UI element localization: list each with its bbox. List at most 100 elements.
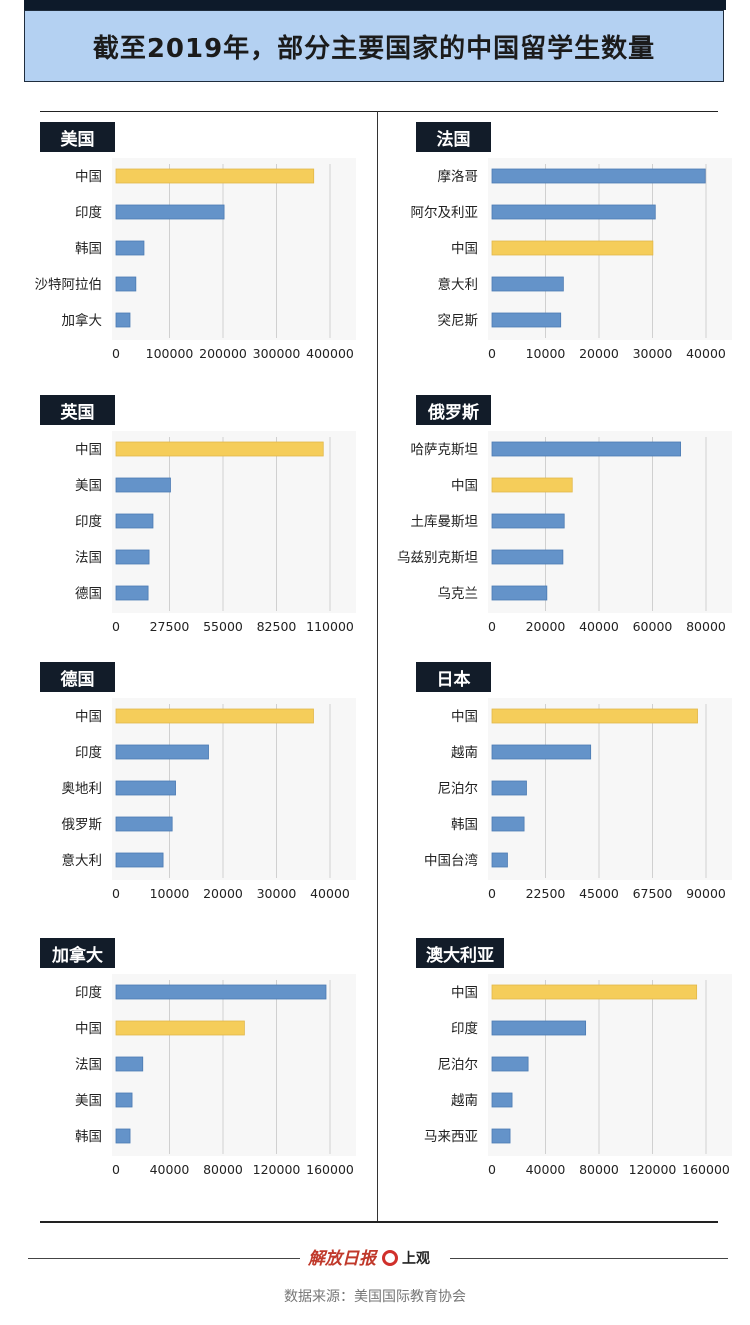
bar <box>115 276 137 292</box>
bar <box>115 1092 133 1108</box>
x-tick-label: 100000 <box>146 346 194 361</box>
bar <box>491 312 562 328</box>
x-tick-label: 0 <box>112 1162 120 1177</box>
x-tick-label: 20000 <box>203 886 243 901</box>
x-tick-label: 120000 <box>629 1162 677 1177</box>
category-label: 摩洛哥 <box>438 168 479 185</box>
category-label: 韩国 <box>75 241 102 257</box>
grid-top-border <box>40 111 718 112</box>
bar <box>491 276 564 292</box>
bar <box>115 477 171 493</box>
chart-panel: 加拿大 0 40000 80000 120000 160000 印度 中国 法国 美国 韩国 <box>40 928 379 1198</box>
bar-highlight <box>491 708 698 724</box>
x-tick-label: 0 <box>488 1162 496 1177</box>
title-banner: 截至2019年，部分主要国家的中国留学生数量 <box>24 10 724 82</box>
category-label: 美国 <box>75 1093 102 1109</box>
category-label: 乌兹别克斯坦 <box>397 550 478 566</box>
shangguan-logo: 上观 <box>382 1246 430 1270</box>
chart-panel: 英国 0 27500 55000 82500 110000 中国 美国 印度 法国 德国 <box>40 385 379 655</box>
bar <box>491 168 706 184</box>
category-label: 沙特阿拉伯 <box>35 277 103 293</box>
x-tick-label: 120000 <box>253 1162 301 1177</box>
x-tick-label: 400000 <box>306 346 354 361</box>
category-label: 法国 <box>75 1057 102 1073</box>
panel-title: 加拿大 <box>40 938 115 968</box>
bar <box>491 852 508 868</box>
category-label: 法国 <box>75 550 102 566</box>
bar <box>115 585 149 601</box>
bar <box>491 1092 513 1108</box>
bar-highlight <box>115 708 314 724</box>
data-source-note: 数据来源：美国国际教育协会 <box>284 1289 466 1305</box>
x-tick-label: 160000 <box>682 1162 730 1177</box>
plot-area <box>112 158 356 340</box>
bar <box>115 1128 131 1144</box>
bar-highlight <box>491 984 698 1000</box>
x-tick-label: 200000 <box>199 346 247 361</box>
category-label: 美国 <box>75 478 102 494</box>
x-tick-label: 40000 <box>150 1162 190 1177</box>
bar <box>491 204 656 220</box>
bar <box>491 1128 511 1144</box>
category-label: 哈萨克斯坦 <box>411 442 479 458</box>
grid-center-divider <box>377 111 378 1222</box>
bar <box>491 1056 529 1072</box>
jiefang-daily-logo: 解放日报 <box>308 1249 376 1269</box>
footer-divider-right <box>450 1258 728 1259</box>
x-tick-label: 40000 <box>579 619 619 634</box>
category-label: 德国 <box>75 586 102 602</box>
category-label: 中国 <box>451 241 478 257</box>
x-tick-label: 90000 <box>686 886 726 901</box>
category-label: 加拿大 <box>62 312 103 329</box>
bar <box>115 780 176 796</box>
panel-title: 英国 <box>40 395 115 425</box>
x-tick-label: 0 <box>112 619 120 634</box>
bar <box>491 549 564 565</box>
bar <box>491 744 592 760</box>
panel-title: 日本 <box>416 662 491 692</box>
chart-panel: 澳大利亚 0 40000 80000 120000 160000 中国 印度 尼泊尔 越南 马来西… <box>416 928 750 1198</box>
x-tick-label: 82500 <box>257 619 297 634</box>
x-tick-label: 0 <box>488 346 496 361</box>
category-label: 印度 <box>75 985 102 1001</box>
x-tick-label: 0 <box>112 346 120 361</box>
bar <box>115 549 150 565</box>
grid-bottom-border <box>40 1221 718 1223</box>
bar <box>115 240 145 256</box>
category-label: 乌克兰 <box>438 586 479 602</box>
x-tick-label: 10000 <box>150 886 190 901</box>
x-tick-label: 40000 <box>686 346 726 361</box>
plot-area <box>488 698 732 880</box>
category-label: 印度 <box>75 514 102 530</box>
category-label: 印度 <box>75 745 102 761</box>
bar <box>491 1020 587 1036</box>
bar <box>115 1056 144 1072</box>
chart-panel: 俄罗斯 0 20000 40000 60000 80000 哈萨克斯坦 中国 土库曼斯坦 乌兹别… <box>397 385 750 655</box>
bar-highlight <box>491 240 654 256</box>
x-tick-label: 30000 <box>633 346 673 361</box>
x-tick-label: 40000 <box>310 886 350 901</box>
category-label: 奥地利 <box>62 780 103 797</box>
footer-divider-left <box>28 1258 300 1259</box>
x-tick-label: 0 <box>112 886 120 901</box>
shangguan-logo-text: 上观 <box>402 1251 430 1267</box>
x-tick-label: 55000 <box>203 619 243 634</box>
category-label: 尼泊尔 <box>438 1057 479 1073</box>
chart-panel: 美国 0 100000 200000 300000 400000 中国 印度 韩国 沙特阿拉伯加… <box>35 112 379 382</box>
shangguan-logo-icon <box>382 1250 398 1266</box>
panel-title: 俄罗斯 <box>416 395 491 425</box>
panel-title: 美国 <box>40 122 115 152</box>
category-label: 中国 <box>451 709 478 725</box>
bar-highlight <box>115 168 315 184</box>
category-label: 韩国 <box>451 817 478 833</box>
bar <box>115 852 164 868</box>
bar <box>491 816 525 832</box>
x-tick-label: 60000 <box>633 619 673 634</box>
